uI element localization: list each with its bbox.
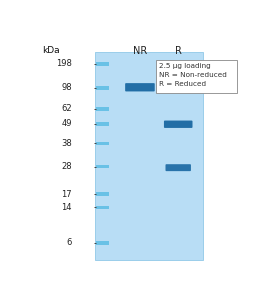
FancyBboxPatch shape bbox=[166, 164, 191, 171]
Text: 98: 98 bbox=[61, 83, 72, 92]
Text: 198: 198 bbox=[56, 59, 72, 68]
Bar bbox=[96, 86, 109, 90]
Text: R: R bbox=[175, 46, 182, 56]
Text: 49: 49 bbox=[61, 119, 72, 128]
Bar bbox=[96, 241, 109, 244]
Bar bbox=[156, 60, 237, 93]
Text: NR: NR bbox=[133, 46, 147, 56]
FancyBboxPatch shape bbox=[125, 83, 155, 92]
Bar bbox=[96, 206, 109, 209]
Bar bbox=[96, 62, 109, 66]
Bar bbox=[96, 165, 109, 168]
Text: 28: 28 bbox=[61, 162, 72, 171]
Text: kDa: kDa bbox=[42, 46, 59, 56]
Bar bbox=[96, 107, 109, 111]
Text: 14: 14 bbox=[61, 203, 72, 212]
Text: 17: 17 bbox=[61, 190, 72, 199]
Bar bbox=[96, 52, 203, 260]
Text: 38: 38 bbox=[61, 139, 72, 148]
Bar bbox=[96, 192, 109, 196]
Bar bbox=[96, 142, 109, 145]
Text: 62: 62 bbox=[61, 104, 72, 113]
Text: 2.5 μg loading
NR = Non-reduced
R = Reduced: 2.5 μg loading NR = Non-reduced R = Redu… bbox=[159, 63, 227, 87]
Text: 6: 6 bbox=[66, 238, 72, 247]
FancyBboxPatch shape bbox=[164, 121, 193, 128]
Bar bbox=[96, 122, 109, 126]
